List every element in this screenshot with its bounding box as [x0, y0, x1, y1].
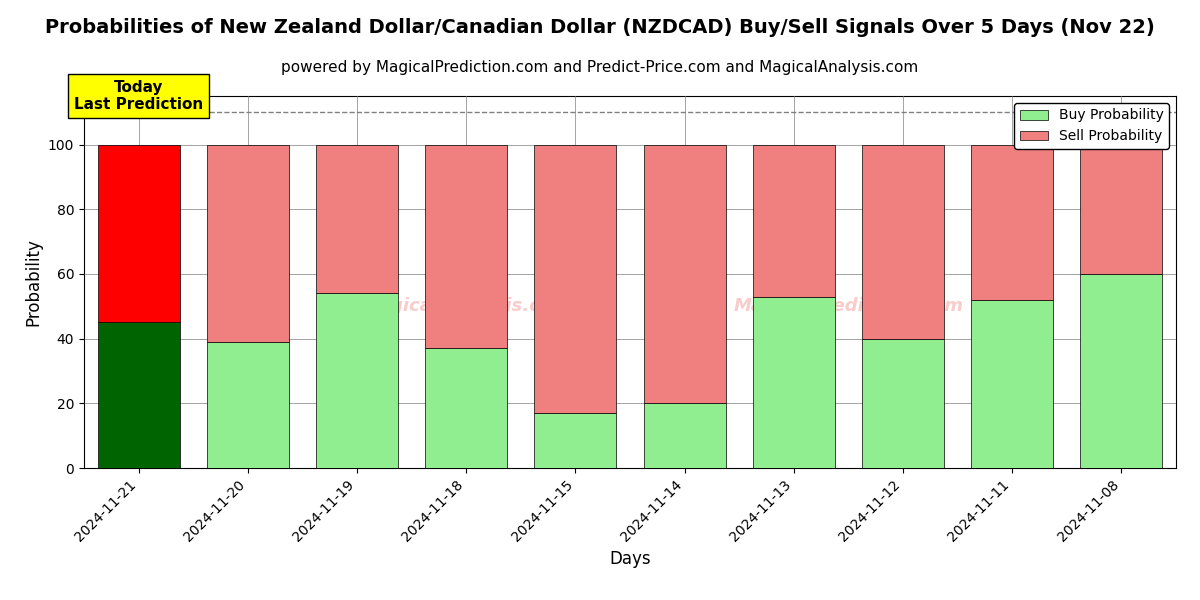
Bar [97, 145, 180, 322]
Bar [643, 145, 726, 403]
Bar [534, 145, 617, 413]
Bar [862, 145, 944, 338]
Bar [425, 349, 508, 468]
Bar [643, 403, 726, 468]
Bar [316, 293, 398, 468]
Bar [752, 296, 835, 468]
Y-axis label: Probability: Probability [24, 238, 42, 326]
Bar [97, 322, 180, 468]
Text: MagicalPrediction.com: MagicalPrediction.com [733, 297, 964, 315]
Bar [1080, 274, 1163, 468]
Bar [425, 145, 508, 349]
Text: MagicalAnalysis.com: MagicalAnalysis.com [361, 297, 571, 315]
Bar [206, 342, 289, 468]
X-axis label: Days: Days [610, 550, 650, 568]
Text: Today
Last Prediction: Today Last Prediction [74, 80, 203, 112]
Bar [1080, 145, 1163, 274]
Text: powered by MagicalPrediction.com and Predict-Price.com and MagicalAnalysis.com: powered by MagicalPrediction.com and Pre… [281, 60, 919, 75]
Legend: Buy Probability, Sell Probability: Buy Probability, Sell Probability [1014, 103, 1169, 149]
Bar [971, 145, 1054, 300]
Text: Probabilities of New Zealand Dollar/Canadian Dollar (NZDCAD) Buy/Sell Signals Ov: Probabilities of New Zealand Dollar/Cana… [46, 18, 1154, 37]
Bar [316, 145, 398, 293]
Bar [534, 413, 617, 468]
Bar [862, 338, 944, 468]
Bar [971, 300, 1054, 468]
Bar [206, 145, 289, 342]
Bar [752, 145, 835, 296]
